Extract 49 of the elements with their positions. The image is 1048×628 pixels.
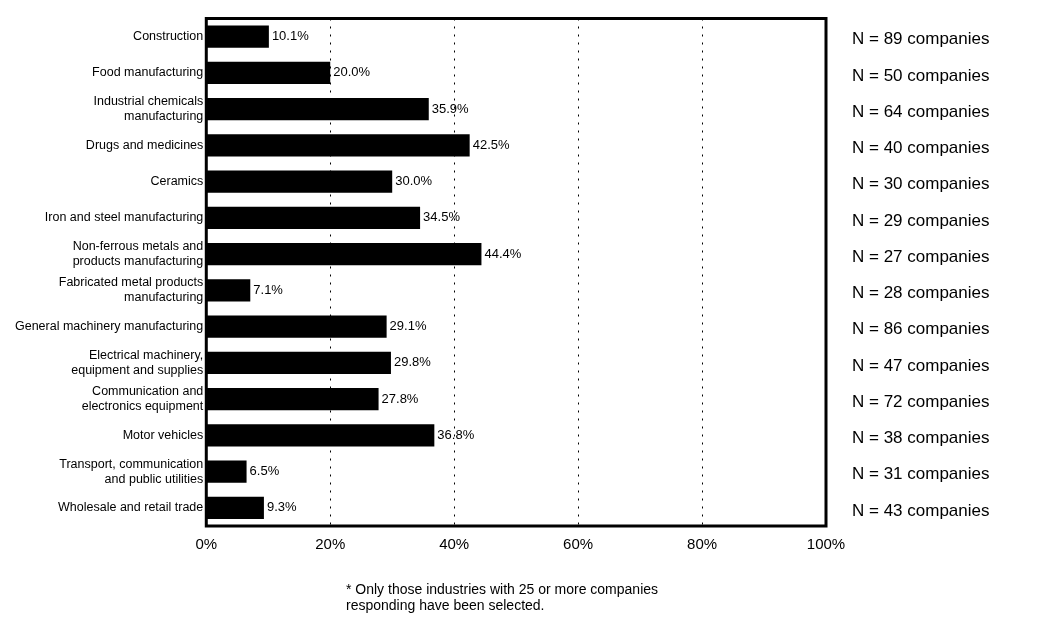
- text: N = 47 companies: [852, 355, 990, 375]
- data-label: 10.1%: [271, 28, 310, 44]
- text: N = 38 companies: [852, 428, 990, 448]
- data-label: 27.8%: [381, 390, 419, 406]
- x-tick-label: 100%: [806, 535, 846, 553]
- text: N = 30 companies: [852, 174, 990, 194]
- y-tick-label: Industrial chemicals manufacturing: [93, 94, 204, 124]
- text: N = 72 companies: [852, 391, 990, 411]
- y-tick-label: Drugs and medicines: [85, 137, 204, 152]
- text: N = 86 companies: [852, 319, 990, 339]
- data-label: 29.8%: [393, 354, 432, 370]
- text: N = 50 companies: [852, 65, 990, 85]
- data-label: 44.4%: [484, 245, 522, 261]
- data-label: 36.8%: [437, 426, 475, 442]
- text: N = 31 companies: [852, 464, 990, 484]
- text: N = 29 companies: [852, 210, 990, 230]
- text: N = 64 companies: [852, 101, 990, 121]
- y-tick-label: Wholesale and retail trade: [58, 500, 204, 515]
- text: N = 27 companies: [852, 246, 990, 266]
- y-tick-label: Non-ferrous metals and products manufacturing: [72, 239, 204, 269]
- y-tick-label: General machinery manufacturing: [14, 319, 204, 334]
- data-label: 20.0%: [333, 64, 371, 80]
- y-tick-label: Electrical machinery, equipment and supplies: [71, 347, 204, 377]
- y-tick-label: Construction: [133, 29, 204, 44]
- data-label: 9.3%: [266, 499, 297, 515]
- data-label: 34.5%: [423, 209, 461, 225]
- x-tick-label: 0%: [195, 535, 218, 553]
- data-label: 29.1%: [389, 318, 427, 334]
- y-tick-label: Iron and steel manufacturing: [44, 210, 204, 225]
- data-label: 35.9%: [431, 100, 470, 116]
- text: N = 89 companies: [852, 29, 990, 49]
- y-tick-label: Motor vehicles: [122, 427, 204, 442]
- y-tick-label: Fabricated metal products manufacturing: [58, 275, 204, 305]
- x-tick-label: 60%: [563, 535, 594, 553]
- y-tick-label: Ceramics: [150, 174, 204, 189]
- text: N = 40 companies: [852, 138, 990, 158]
- y-tick-label: Transport, communication and public utilities: [59, 456, 204, 486]
- data-label: 42.5%: [472, 136, 510, 152]
- data-label: 6.5%: [249, 463, 280, 479]
- data-label: 30.0%: [395, 173, 433, 189]
- y-tick-label: Food manufacturing: [92, 65, 204, 80]
- text: N = 28 companies: [852, 283, 990, 303]
- text: N = 43 companies: [852, 500, 990, 520]
- x-tick-label: 20%: [315, 535, 346, 553]
- x-tick-label: 40%: [439, 535, 470, 553]
- data-label: 7.1%: [253, 281, 284, 297]
- y-tick-label: Communication and electronics equipment: [81, 384, 204, 414]
- text: * Only those industries with 25 or more companies responding have been selected.: [346, 580, 659, 613]
- x-tick-label: 80%: [687, 535, 718, 553]
